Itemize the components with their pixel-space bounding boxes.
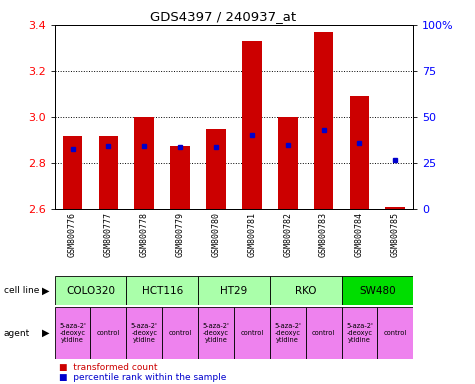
Bar xyxy=(242,41,262,209)
Bar xyxy=(98,136,118,209)
Text: ■  transformed count: ■ transformed count xyxy=(59,364,158,372)
Text: SW480: SW480 xyxy=(359,286,396,296)
Bar xyxy=(126,307,162,359)
Text: 5-aza-2'
-deoxyc
ytidine: 5-aza-2' -deoxyc ytidine xyxy=(202,323,229,343)
Text: agent: agent xyxy=(4,329,30,338)
Bar xyxy=(270,307,306,359)
Bar xyxy=(198,276,270,305)
Bar xyxy=(206,129,226,209)
Text: ▶: ▶ xyxy=(42,286,49,296)
Text: GSM800779: GSM800779 xyxy=(176,212,185,257)
Text: GSM800784: GSM800784 xyxy=(355,212,364,257)
Text: ▶: ▶ xyxy=(42,328,49,338)
Bar xyxy=(55,307,91,359)
Bar xyxy=(314,32,333,209)
Text: GSM800783: GSM800783 xyxy=(319,212,328,257)
Bar xyxy=(170,146,190,209)
Bar xyxy=(55,276,126,305)
Bar xyxy=(270,276,342,305)
Text: ■  percentile rank within the sample: ■ percentile rank within the sample xyxy=(59,373,227,382)
Bar xyxy=(385,207,405,209)
Bar xyxy=(162,307,198,359)
Text: 5-aza-2'
-deoxyc
ytidine: 5-aza-2' -deoxyc ytidine xyxy=(274,323,301,343)
Text: GSM800780: GSM800780 xyxy=(211,212,220,257)
Text: 5-aza-2'
-deoxyc
ytidine: 5-aza-2' -deoxyc ytidine xyxy=(59,323,86,343)
Bar xyxy=(234,307,270,359)
Bar xyxy=(377,307,413,359)
Bar xyxy=(126,276,198,305)
Text: HT29: HT29 xyxy=(220,286,247,296)
Bar xyxy=(306,307,342,359)
Text: control: control xyxy=(169,330,192,336)
Bar xyxy=(63,136,83,209)
Text: control: control xyxy=(97,330,120,336)
Text: RKO: RKO xyxy=(295,286,316,296)
Text: GSM800782: GSM800782 xyxy=(283,212,292,257)
Bar xyxy=(342,276,413,305)
Text: HCT116: HCT116 xyxy=(142,286,183,296)
Text: GSM800778: GSM800778 xyxy=(140,212,149,257)
Text: 5-aza-2'
-deoxyc
ytidine: 5-aza-2' -deoxyc ytidine xyxy=(131,323,158,343)
Text: GSM800781: GSM800781 xyxy=(247,212,257,257)
Bar xyxy=(350,96,370,209)
Text: GDS4397 / 240937_at: GDS4397 / 240937_at xyxy=(150,10,296,23)
Bar xyxy=(91,307,126,359)
Text: control: control xyxy=(240,330,264,336)
Text: COLO320: COLO320 xyxy=(66,286,115,296)
Text: 5-aza-2'
-deoxyc
ytidine: 5-aza-2' -deoxyc ytidine xyxy=(346,323,373,343)
Text: cell line: cell line xyxy=(4,286,39,295)
Bar xyxy=(198,307,234,359)
Bar xyxy=(134,117,154,209)
Text: GSM800785: GSM800785 xyxy=(391,212,400,257)
Bar xyxy=(278,117,298,209)
Bar xyxy=(342,307,378,359)
Text: GSM800777: GSM800777 xyxy=(104,212,113,257)
Text: control: control xyxy=(312,330,335,336)
Text: GSM800776: GSM800776 xyxy=(68,212,77,257)
Text: control: control xyxy=(384,330,407,336)
